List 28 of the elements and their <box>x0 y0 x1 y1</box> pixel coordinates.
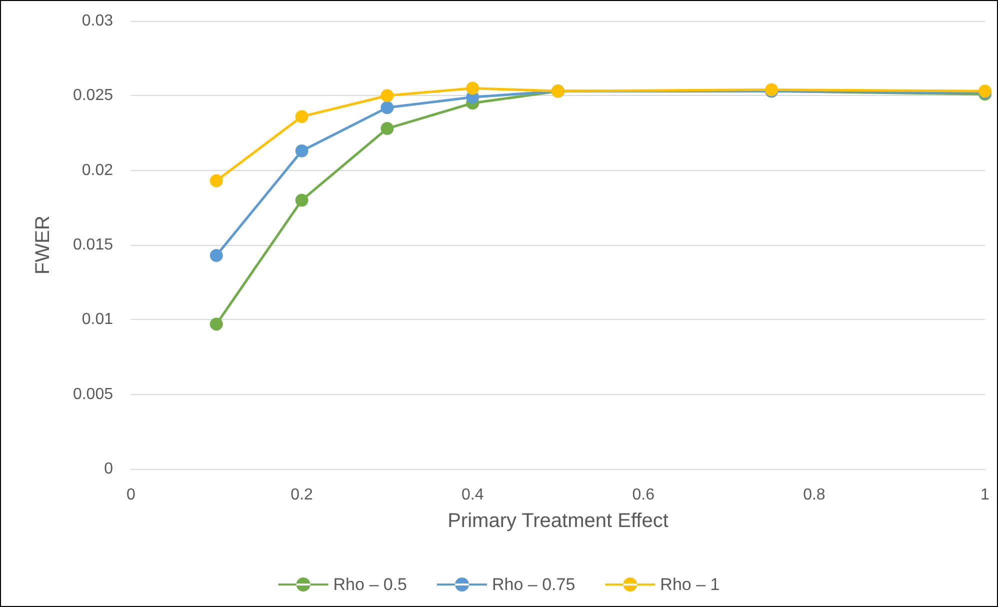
point <box>380 101 394 114</box>
legend-label: Rho – 0.5 <box>333 575 408 594</box>
point <box>210 174 223 188</box>
point <box>295 144 308 158</box>
point <box>295 194 308 207</box>
point <box>380 122 394 136</box>
point <box>295 110 308 124</box>
y-tick-label: 0.025 <box>72 87 114 104</box>
point <box>210 248 223 262</box>
point <box>210 318 223 331</box>
x-tick-label: 0.2 <box>290 486 314 504</box>
y-tick-label: 0.015 <box>72 236 114 254</box>
y-tick-label: 0.02 <box>82 162 114 179</box>
x-tick-label: 0 <box>126 486 136 504</box>
y-tick-label: 0.03 <box>82 12 114 30</box>
point <box>380 89 394 102</box>
legend-label: Rho – 1 <box>660 575 720 594</box>
legend-label: Rho – 0.75 <box>492 575 576 594</box>
x-axis-title: Primary Treatment Effect <box>448 510 669 532</box>
y-tick-label: 0 <box>104 460 114 478</box>
y-axis-title: FWER <box>32 216 54 274</box>
point <box>466 82 480 95</box>
x-tick-label: 0.6 <box>632 486 655 504</box>
x-tick-label: 0.8 <box>803 486 826 504</box>
y-tick-label: 0.01 <box>82 311 114 328</box>
x-tick-label: 0.4 <box>461 486 484 504</box>
y-tick-label: 0.005 <box>72 386 114 403</box>
x-tick-label: 1 <box>980 486 990 504</box>
